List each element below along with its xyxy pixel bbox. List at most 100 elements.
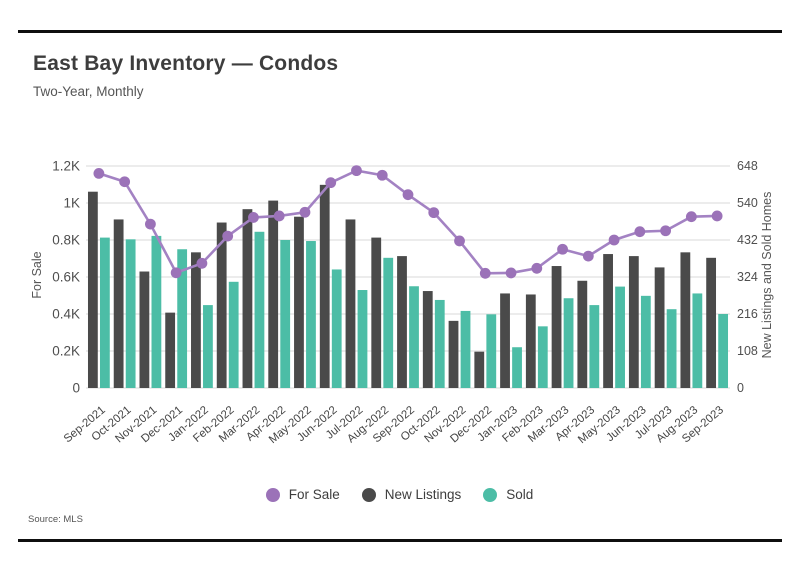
- for-sale-marker: [711, 210, 723, 222]
- sold-bar: [615, 286, 625, 388]
- sold-bar: [666, 309, 677, 388]
- right-tick-label: 324: [737, 270, 758, 284]
- sold-bar: [460, 310, 471, 388]
- new-listings-bar: [680, 252, 691, 388]
- for-sale-marker: [325, 177, 337, 189]
- right-tick-label: 216: [737, 307, 758, 321]
- for-sale-marker: [479, 267, 491, 279]
- sold-bar: [177, 249, 188, 388]
- new-listings-bar: [319, 184, 330, 388]
- page-subtitle: Two-Year, Monthly: [33, 84, 144, 99]
- new-listings-bar: [165, 312, 176, 388]
- sold-bar: [409, 286, 419, 388]
- sold-bar: [331, 269, 342, 388]
- new-listings-bar: [500, 293, 510, 388]
- right-tick-label: 0: [737, 381, 744, 395]
- for-sale-marker: [351, 165, 362, 177]
- bottom-rule: [18, 539, 782, 542]
- for-sale-marker: [660, 225, 671, 237]
- source-note: Source: MLS: [28, 514, 83, 525]
- y-axis-left-tick-labels: 0 0.2K 0.4K 0.6K 0.8K 1K 1.2K: [52, 159, 80, 396]
- legend-item-new-listings: New Listings: [361, 487, 462, 502]
- new-listings-bar: [422, 291, 433, 388]
- new-listings-bar: [603, 254, 613, 388]
- sold-bar: [254, 231, 265, 388]
- for-sale-marker: [299, 206, 311, 218]
- for-sale-marker: [196, 257, 208, 269]
- sold-bar: [280, 240, 291, 388]
- new-listings-bar: [448, 320, 459, 388]
- new-listings-bar: [191, 252, 201, 388]
- new-listings-bar: [474, 351, 485, 388]
- sold-bar: [486, 314, 497, 388]
- left-tick-label: 1.2K: [52, 159, 80, 174]
- new-listings-bar: [294, 216, 304, 388]
- sold-bar: [228, 281, 239, 388]
- left-tick-label: 0: [72, 381, 80, 396]
- for-sale-marker: [685, 211, 697, 223]
- new-listings-bar: [551, 266, 562, 388]
- for-sale-marker: [428, 207, 440, 219]
- left-tick-label: 1K: [63, 196, 80, 211]
- new-listings-bar: [242, 209, 253, 388]
- new-listings-bar: [139, 271, 150, 388]
- y-axis-right-tick-labels: 0 108 216 324 432 540 648: [737, 159, 758, 395]
- new-listings-bar: [87, 191, 98, 388]
- chart-legend: For Sale New Listings Sold: [0, 487, 799, 502]
- for-sale-marker: [248, 212, 259, 223]
- sold-bar: [718, 314, 729, 388]
- for-sale-marker: [557, 243, 568, 255]
- legend-label: Sold: [506, 487, 534, 502]
- sold-bar: [692, 293, 703, 388]
- sold-bar: [306, 241, 316, 388]
- new-listings-bar: [577, 280, 588, 388]
- for-sale-marker: [505, 267, 517, 279]
- for-sale-marker: [170, 267, 182, 279]
- left-tick-label: 0.8K: [52, 233, 80, 248]
- new-listings-bar: [628, 256, 639, 388]
- sold-bar: [640, 295, 651, 388]
- x-axis-labels: Sep-2021Oct-2021Nov-2021Dec-2021Jan-2022…: [62, 404, 726, 446]
- y-axis-left-title: For Sale: [30, 251, 44, 299]
- for-sale-marker: [119, 176, 131, 188]
- new-listings-bar: [525, 294, 536, 388]
- for-sale-swatch-icon: [265, 487, 280, 502]
- new-listings-swatch-icon: [361, 487, 376, 502]
- new-listings-bar: [216, 222, 227, 388]
- for-sale-marker: [454, 235, 465, 247]
- sold-bars: [99, 231, 729, 388]
- new-listings-bars: [87, 184, 717, 388]
- legend-label: New Listings: [384, 487, 462, 502]
- right-tick-label: 540: [737, 196, 758, 210]
- sold-bar: [383, 257, 394, 388]
- top-rule: [18, 30, 782, 33]
- left-tick-label: 0.6K: [52, 270, 80, 285]
- for-sale-marker: [608, 234, 620, 246]
- sold-bar: [125, 239, 136, 388]
- for-sale-marker: [222, 230, 234, 242]
- right-tick-label: 432: [737, 233, 758, 247]
- for-sale-marker: [582, 250, 594, 262]
- sold-bar: [512, 347, 522, 388]
- right-tick-label: 648: [737, 159, 758, 173]
- new-listings-bar: [397, 256, 407, 388]
- for-sale-marker: [145, 218, 156, 230]
- new-listings-bar: [706, 257, 717, 388]
- sold-bar: [357, 290, 368, 388]
- sold-bar: [434, 299, 445, 388]
- new-listings-bar: [371, 237, 382, 388]
- sold-bar: [99, 237, 110, 388]
- for-sale-marker: [93, 168, 105, 179]
- for-sale-marker: [376, 169, 388, 181]
- page-title: East Bay Inventory — Condos: [33, 52, 339, 75]
- y-axis-right-title: New Listings and Sold Homes: [760, 191, 774, 359]
- legend-label: For Sale: [288, 487, 340, 502]
- new-listings-bar: [345, 219, 356, 388]
- left-tick-label: 0.4K: [52, 307, 80, 322]
- left-tick-label: 0.2K: [52, 344, 80, 359]
- for-sale-marker: [273, 210, 285, 222]
- for-sale-line: [93, 165, 723, 279]
- new-listings-bar: [113, 219, 124, 388]
- right-tick-label: 108: [737, 344, 758, 358]
